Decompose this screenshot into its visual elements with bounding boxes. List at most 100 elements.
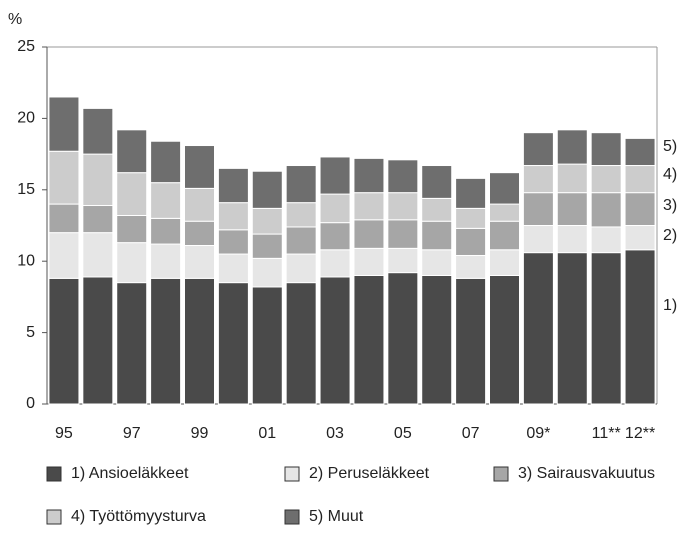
bar-segment: [522, 132, 554, 167]
bar-segment: [48, 203, 80, 234]
bar-segment: [319, 222, 351, 251]
x-tick-label: 99: [191, 425, 209, 442]
legend-label: 1) Ansioeläkkeet: [71, 465, 189, 482]
bar-segment: [319, 276, 351, 405]
bar-segment: [82, 205, 114, 234]
annotation: 3): [663, 197, 677, 214]
bar-segment: [251, 207, 283, 235]
bar-segment: [556, 192, 588, 227]
bar-segment: [251, 233, 283, 259]
bar-segment: [285, 165, 317, 204]
y-tick-label: 15: [17, 181, 35, 198]
bar-segment: [353, 157, 385, 194]
legend-label: 4) Työttömyysturva: [71, 508, 206, 525]
bar-segment: [285, 253, 317, 284]
bar-segment: [421, 165, 453, 199]
legend-swatch: [46, 509, 62, 525]
x-tick-label: 07: [462, 425, 480, 442]
bar-segment: [82, 107, 114, 155]
bar-segment: [184, 220, 215, 246]
bar-segment: [489, 220, 520, 251]
bar-segment: [217, 282, 249, 405]
bar-segment: [116, 242, 148, 284]
bar-segment: [184, 187, 215, 222]
bar-segment: [455, 177, 487, 209]
bar-segment: [150, 243, 182, 279]
bar-segment: [82, 153, 114, 207]
bar-segment: [319, 156, 351, 195]
bar-segment: [522, 252, 554, 405]
bar-segment: [489, 249, 520, 276]
x-tick-label: 11**: [592, 425, 621, 442]
y-axis-label: %: [8, 11, 22, 28]
bar-segment: [590, 252, 622, 405]
bar-segment: [150, 277, 182, 405]
x-tick-label: 97: [123, 425, 141, 442]
bar-segment: [624, 249, 656, 405]
bar-segment: [82, 276, 114, 405]
legend-label: 2) Peruseläkkeet: [309, 465, 430, 482]
legend-label: 3) Sairausvakuutus: [518, 465, 655, 482]
legend-swatch: [493, 466, 509, 482]
bar-segment: [624, 225, 656, 251]
bar-segment: [556, 252, 588, 405]
bar-segment: [455, 254, 487, 279]
x-tick-label: 01: [258, 425, 276, 442]
bar-segment: [150, 217, 182, 245]
bar-segment: [522, 225, 554, 254]
bar-segment: [421, 220, 453, 251]
bar-segment: [48, 150, 80, 205]
bar-segment: [590, 165, 622, 194]
bar-segment: [353, 192, 385, 221]
legend-label: 5) Muut: [309, 508, 364, 525]
bar-segment: [116, 129, 148, 174]
bar-segment: [455, 277, 487, 405]
bar-segment: [251, 257, 283, 288]
bar-segment: [387, 272, 419, 405]
bar-segment: [455, 227, 487, 256]
x-tick-label: 05: [394, 425, 412, 442]
bar-segment: [556, 225, 588, 254]
y-tick-label: 25: [17, 38, 35, 55]
bar-segment: [319, 193, 351, 224]
y-tick-label: 0: [26, 395, 35, 412]
bar-segment: [556, 129, 588, 165]
bar-segment: [387, 192, 419, 221]
legend-swatch: [284, 509, 300, 525]
bar-segment: [184, 145, 215, 189]
bar-segment: [489, 203, 520, 222]
bar-segment: [217, 253, 249, 284]
bar-segment: [150, 182, 182, 219]
bar-segment: [184, 244, 215, 279]
bar-segment: [624, 165, 656, 194]
bar-segment: [285, 226, 317, 255]
bar-segment: [421, 249, 453, 276]
x-tick-label: 03: [326, 425, 344, 442]
bar-segment: [421, 197, 453, 222]
bar-segment: [285, 202, 317, 228]
bar-segment: [116, 172, 148, 217]
bar-segment: [489, 172, 520, 205]
bar-segment: [590, 192, 622, 228]
legend-swatch: [46, 466, 62, 482]
bar-segment: [251, 286, 283, 405]
bar-segment: [590, 226, 622, 254]
bar-segment: [184, 277, 215, 405]
bar-segment: [590, 132, 622, 167]
bar-segment: [387, 159, 419, 194]
bar-segment: [353, 247, 385, 276]
bar-segment: [387, 219, 419, 249]
bar-segment: [387, 247, 419, 274]
annotation: 4): [663, 166, 677, 183]
bar-segment: [116, 282, 148, 405]
bar-segment: [522, 165, 554, 194]
annotation: 5): [663, 138, 677, 155]
bar-segment: [556, 163, 588, 194]
x-tick-label: 95: [55, 425, 73, 442]
bar-segment: [116, 215, 148, 244]
bar-segment: [353, 274, 385, 405]
bar-segment: [82, 232, 114, 278]
bar-segment: [150, 140, 182, 184]
bar-segment: [48, 232, 80, 279]
annotation: 2): [663, 227, 677, 244]
